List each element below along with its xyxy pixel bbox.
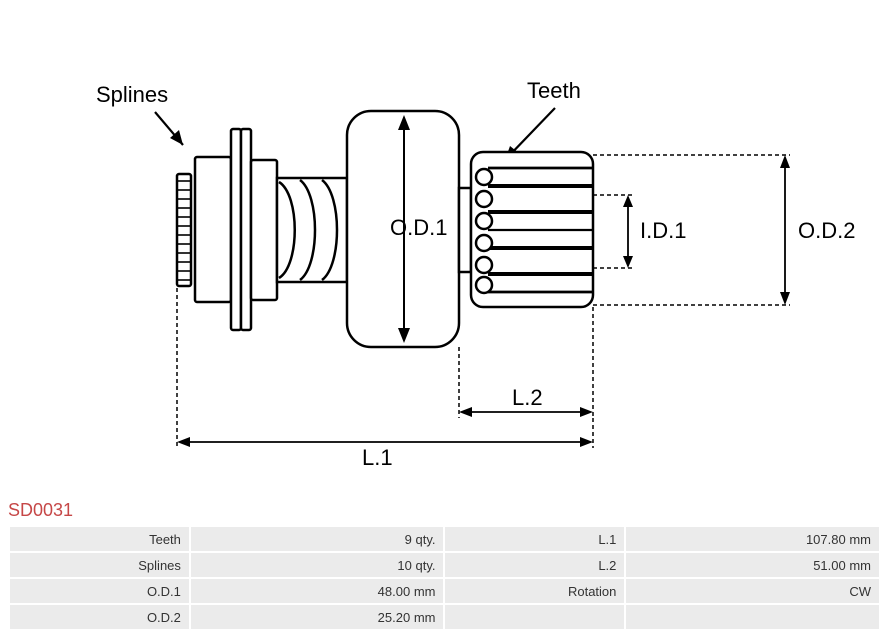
- spec-label: O.D.2: [10, 605, 189, 629]
- spec-value: CW: [626, 579, 879, 603]
- label-splines: Splines: [96, 82, 168, 107]
- table-row: O.D.2 25.20 mm: [10, 605, 879, 629]
- label-id1: I.D.1: [640, 218, 686, 243]
- label-teeth: Teeth: [527, 78, 581, 103]
- table-row: O.D.1 48.00 mm Rotation CW: [10, 579, 879, 603]
- spec-label: L.1: [445, 527, 624, 551]
- table-row: Teeth 9 qty. L.1 107.80 mm: [10, 527, 879, 551]
- spec-label: Teeth: [10, 527, 189, 551]
- spec-label: Splines: [10, 553, 189, 577]
- spec-value: 107.80 mm: [626, 527, 879, 551]
- spec-label: O.D.1: [10, 579, 189, 603]
- part-number: SD0031: [8, 500, 73, 521]
- spec-value: 48.00 mm: [191, 579, 444, 603]
- label-od1: O.D.1: [390, 215, 447, 240]
- spec-value: 25.20 mm: [191, 605, 444, 629]
- spec-label: L.2: [445, 553, 624, 577]
- spec-label: [445, 605, 624, 629]
- spec-value: 10 qty.: [191, 553, 444, 577]
- spec-label: Rotation: [445, 579, 624, 603]
- spec-value: [626, 605, 879, 629]
- spec-table: Teeth 9 qty. L.1 107.80 mm Splines 10 qt…: [8, 525, 881, 631]
- spec-value: 51.00 mm: [626, 553, 879, 577]
- table-row: Splines 10 qty. L.2 51.00 mm: [10, 553, 879, 577]
- spec-value: 9 qty.: [191, 527, 444, 551]
- label-l2: L.2: [512, 385, 543, 410]
- label-od2: O.D.2: [798, 218, 855, 243]
- technical-drawing: Splines Teeth: [0, 0, 889, 495]
- label-l1: L.1: [362, 445, 393, 470]
